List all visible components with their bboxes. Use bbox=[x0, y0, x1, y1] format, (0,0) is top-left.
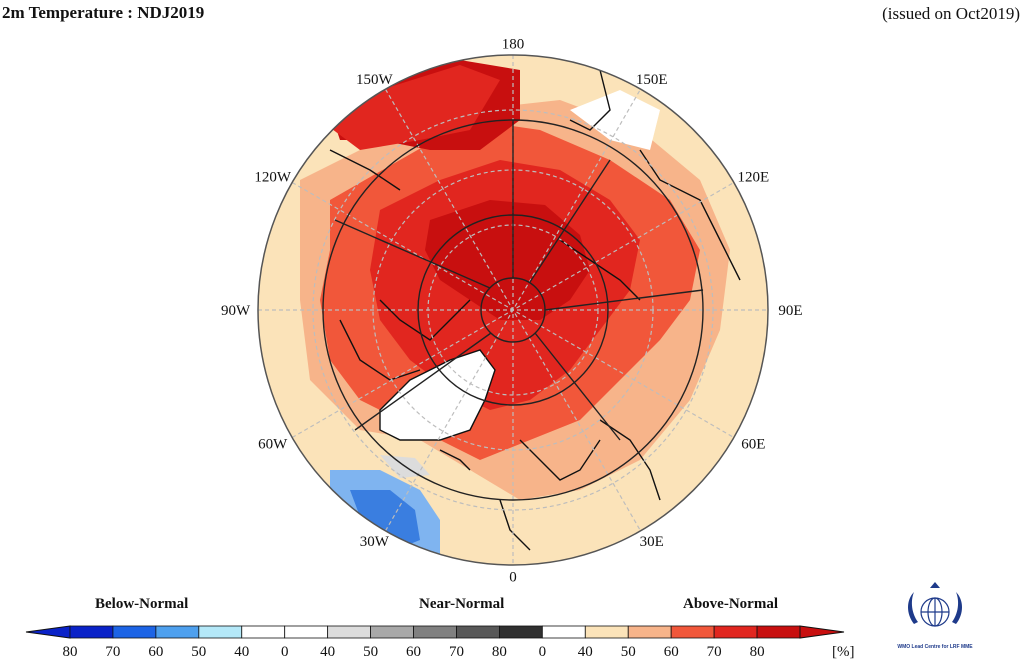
colorbar-tick: 60 bbox=[406, 644, 421, 660]
colorbar-tick: 40 bbox=[320, 644, 335, 660]
wmo-logo bbox=[908, 582, 962, 627]
lon-label-120e: 120E bbox=[737, 170, 769, 186]
issued-date: (issued on Oct2019) bbox=[882, 4, 1020, 23]
lon-label-180: 180 bbox=[502, 36, 525, 52]
colorbar-cell bbox=[584, 625, 629, 639]
colorbar-cell bbox=[198, 625, 243, 639]
coastlines bbox=[329, 69, 741, 551]
longitude-labels: 180 150E 120E 90E 60E 30E 0 30W 60W 90W 120W 150W bbox=[221, 36, 802, 585]
colorbar-tick: 70 bbox=[105, 644, 120, 660]
lon-label-60e: 60E bbox=[741, 436, 765, 452]
colorbar-tick: 40 bbox=[234, 644, 249, 660]
colorbar-arrow-left bbox=[25, 625, 71, 639]
polar-map: 180 150E 120E 90E 60E 30E 0 30W 60W 90W 120W 150W bbox=[221, 36, 802, 585]
colorbar-cell bbox=[112, 625, 157, 639]
colorbar-tick: 0 bbox=[539, 644, 547, 660]
colorbar-cell bbox=[284, 625, 329, 639]
colorbar-tick: 0 bbox=[281, 644, 289, 660]
lon-label-90w: 90W bbox=[221, 303, 251, 319]
colorbar-tick: 50 bbox=[621, 644, 636, 660]
colorbar-cell bbox=[627, 625, 672, 639]
colorbar-tick: 50 bbox=[363, 644, 378, 660]
colorbar-cell bbox=[241, 625, 286, 639]
below-normal-label: Below-Normal bbox=[95, 596, 189, 612]
near-normal-label: Near-Normal bbox=[419, 596, 505, 612]
colorbar-cell bbox=[670, 625, 715, 639]
colorbar-cell bbox=[541, 625, 586, 639]
colorbar-tick: 70 bbox=[449, 644, 464, 660]
greenland-normal bbox=[380, 350, 495, 440]
lon-label-0: 0 bbox=[509, 570, 517, 586]
map-border bbox=[257, 54, 769, 566]
colorbar-tick: 80 bbox=[63, 644, 78, 660]
lon-label-120w: 120W bbox=[254, 170, 292, 186]
colorbar-tick: 70 bbox=[707, 644, 722, 660]
colorbar-cell bbox=[499, 625, 543, 639]
colorbar-arrow-right bbox=[799, 625, 845, 639]
lon-label-90e: 90E bbox=[778, 303, 802, 319]
lon-label-60w: 60W bbox=[258, 436, 288, 452]
pacific-normal bbox=[570, 90, 660, 150]
colorbar-tick: 40 bbox=[578, 644, 593, 660]
colorbar-cell bbox=[413, 625, 457, 639]
colorbar-cell bbox=[370, 625, 414, 639]
colorbar-cell bbox=[713, 625, 758, 639]
colorbar-cell bbox=[327, 625, 371, 639]
region-below-normal-strong bbox=[350, 490, 420, 550]
map-title: 2m Temperature : NDJ2019 bbox=[2, 3, 205, 22]
lon-label-30w: 30W bbox=[360, 534, 390, 550]
colorbar-cell bbox=[756, 625, 801, 639]
colorbar: 80 70 60 50 40 0 40 50 60 70 80 0 40 50 60 70 80 [%] bbox=[25, 625, 855, 660]
colorbar-cell bbox=[456, 625, 500, 639]
colorbar-tick: 80 bbox=[750, 644, 765, 660]
colorbar-tick: 80 bbox=[492, 644, 507, 660]
colorbar-cell bbox=[69, 625, 114, 639]
region-boxes bbox=[322, 119, 704, 501]
lon-label-150w: 150W bbox=[356, 72, 394, 88]
colorbar-tick: 60 bbox=[664, 644, 679, 660]
lon-label-30e: 30E bbox=[640, 534, 664, 550]
above-normal-label: Above-Normal bbox=[683, 596, 778, 612]
unit-label: [%] bbox=[832, 644, 855, 660]
colorbar-cell bbox=[155, 625, 200, 639]
colorbar-tick: 50 bbox=[191, 644, 206, 660]
colorbar-tick: 60 bbox=[148, 644, 163, 660]
logo-text: WMO Lead Centre for LRF MME bbox=[897, 644, 973, 650]
lon-label-150e: 150E bbox=[636, 72, 668, 88]
